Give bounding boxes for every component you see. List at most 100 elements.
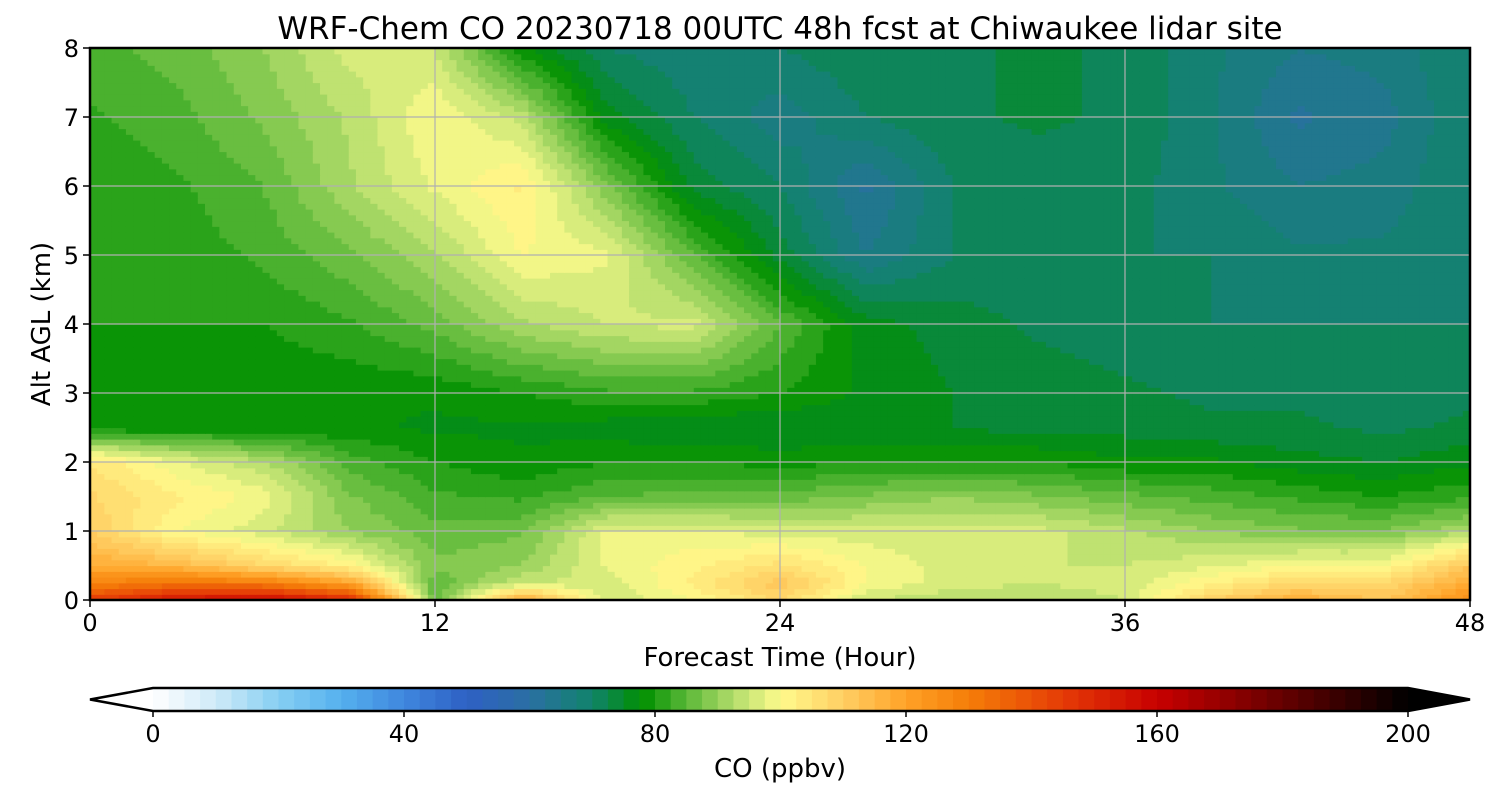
field-cell (391, 450, 400, 457)
field-cell (1362, 496, 1370, 503)
field-cell (844, 588, 853, 595)
field-cell (1326, 594, 1335, 601)
field-cell (154, 536, 163, 544)
field-cell (1067, 479, 1076, 486)
field-cell (355, 496, 364, 503)
field-cell (1275, 502, 1284, 509)
field-cell (866, 588, 875, 595)
field-cell (212, 502, 220, 509)
field-cell (909, 542, 918, 549)
field-cell (909, 525, 918, 532)
field-cell (593, 554, 601, 561)
field-cell (377, 565, 386, 572)
field-cell (140, 496, 149, 503)
field-cell (492, 485, 501, 492)
field-cell (161, 565, 170, 572)
field-cell (1326, 525, 1335, 532)
field-cell (1053, 554, 1061, 561)
field-cell (506, 508, 515, 515)
field-cell (887, 571, 896, 578)
field-cell (1125, 536, 1133, 544)
field-cell (765, 462, 774, 469)
field-cell (1010, 490, 1018, 498)
field-cell (161, 508, 170, 515)
field-cell (391, 536, 400, 544)
field-cell (341, 513, 350, 521)
field-cell (650, 554, 659, 561)
field-cell (758, 594, 767, 601)
field-cell (470, 462, 479, 469)
field-cell (255, 548, 264, 555)
field-cell (1297, 479, 1306, 486)
field-cell (197, 479, 206, 486)
field-cell (284, 467, 292, 475)
field-cell (176, 536, 185, 544)
field-cell (240, 588, 249, 595)
field-cell (1268, 490, 1277, 498)
field-cell (233, 571, 242, 578)
field-cell (147, 462, 156, 469)
field-cell (391, 513, 400, 521)
field-cell (837, 502, 846, 509)
field-cell (758, 490, 767, 498)
field-cell (1383, 582, 1392, 590)
field-cell (1355, 479, 1363, 486)
field-cell (90, 531, 98, 538)
field-cell (470, 594, 479, 601)
field-cell (499, 571, 508, 578)
field-cell (370, 473, 379, 480)
field-cell (621, 582, 630, 590)
field-cell (887, 456, 896, 463)
field-cell (542, 588, 551, 595)
field-cell (276, 467, 285, 475)
field-cell (320, 479, 328, 486)
field-cell (837, 565, 846, 572)
field-cell (657, 565, 666, 572)
field-cell (406, 473, 415, 480)
field-cell (715, 531, 724, 538)
field-cell (693, 577, 702, 584)
field-cell (190, 456, 199, 463)
field-cell (1010, 531, 1018, 538)
field-cell (887, 479, 896, 486)
field-cell (413, 519, 422, 526)
field-cell (334, 490, 343, 498)
field-cell (679, 531, 688, 538)
field-cell (1347, 508, 1356, 515)
field-cell (974, 531, 982, 538)
field-cell (744, 496, 752, 503)
field-cell (1196, 490, 1205, 498)
field-cell (665, 594, 673, 601)
field-cell (1455, 559, 1464, 567)
field-cell (161, 548, 170, 555)
field-cell (1168, 588, 1176, 595)
field-cell (974, 456, 982, 463)
field-cell (794, 525, 803, 532)
field-cell (621, 565, 630, 572)
field-cell (140, 450, 149, 457)
field-cell (1125, 485, 1133, 492)
field-cell (341, 479, 350, 486)
field-cell (1426, 473, 1435, 480)
field-cell (312, 456, 321, 463)
field-cell (341, 577, 350, 584)
field-cell (391, 577, 400, 584)
field-cell (859, 565, 867, 572)
field-cell (1340, 559, 1349, 567)
field-cell (212, 467, 220, 475)
field-cell (1283, 462, 1291, 469)
field-cell (945, 519, 954, 526)
field-cell (1153, 594, 1162, 601)
field-cell (801, 490, 810, 498)
field-cell (1261, 536, 1270, 544)
field-cell (1455, 485, 1464, 492)
field-cell (672, 519, 680, 526)
field-cell (859, 508, 867, 515)
field-cell (456, 548, 465, 555)
field-cell (1146, 571, 1155, 578)
field-cell (521, 554, 530, 561)
field-cell (557, 594, 565, 601)
field-cell (1053, 473, 1061, 480)
field-cell (966, 479, 975, 486)
field-cell (320, 513, 328, 521)
